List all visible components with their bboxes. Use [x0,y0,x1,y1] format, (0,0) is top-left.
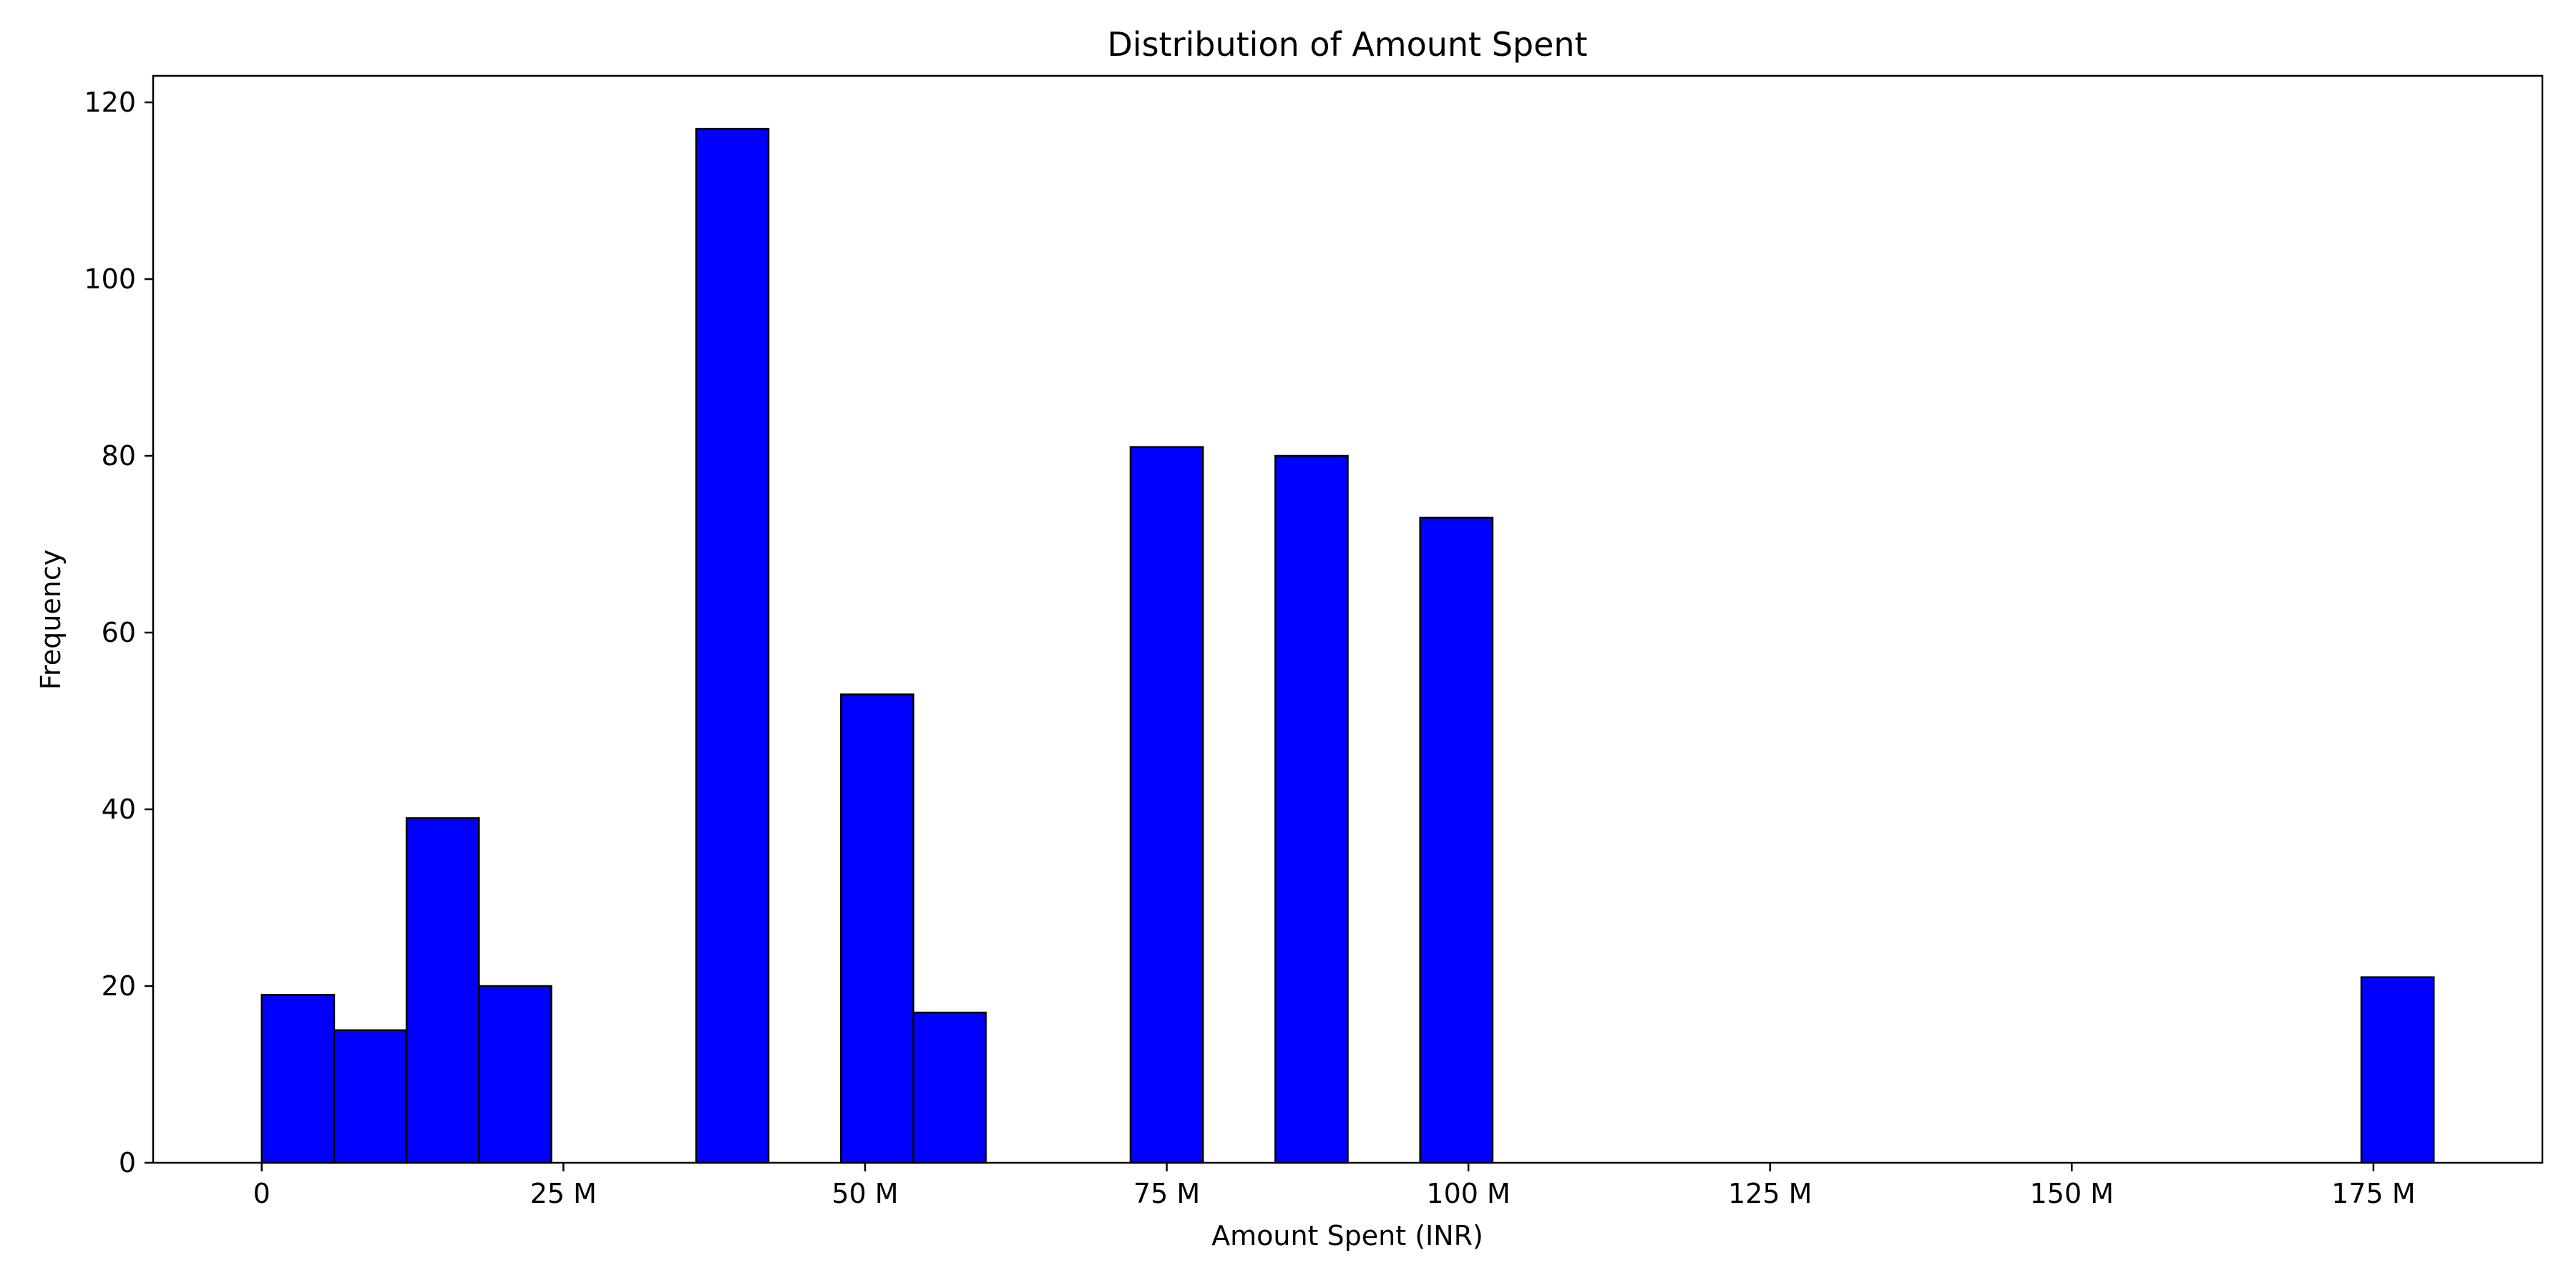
y-tick-label-6: 120 [84,87,136,118]
x-axis-label: Amount Spent (INR) [1211,1220,1483,1252]
histogram-bar-12 [1131,447,1203,1163]
bars-layer [262,129,2434,1163]
x-tick-label-4: 100 M [1426,1178,1510,1209]
histogram-bar-3 [479,986,551,1163]
x-tick-label-7: 175 M [2331,1178,2415,1209]
histogram-bar-1 [334,1030,406,1163]
y-tick-label-5: 100 [84,263,136,295]
y-tick-label-0: 0 [119,1147,136,1179]
histogram-bar-8 [841,694,913,1163]
histogram-bar-29 [2361,977,2434,1163]
y-tick-label-2: 40 [102,794,136,825]
histogram-bar-16 [1420,517,1493,1163]
x-tick-label-1: 25 M [530,1178,597,1209]
histogram-bar-2 [406,818,479,1163]
y-tick-label-4: 80 [102,440,136,472]
chart-title: Distribution of Amount Spent [1107,25,1587,64]
histogram-bar-0 [262,995,334,1163]
x-tick-label-0: 0 [253,1178,270,1209]
histogram-bar-6 [696,129,769,1163]
x-tick-label-2: 50 M [831,1178,898,1209]
histogram-bar-9 [913,1013,985,1163]
x-tick-label-3: 75 M [1133,1178,1200,1209]
x-tick-label-5: 125 M [1728,1178,1812,1209]
y-tick-label-3: 60 [102,617,136,648]
y-axis-label: Frequency [35,550,67,690]
histogram-bar-14 [1275,456,1347,1163]
x-tick-label-6: 150 M [2030,1178,2114,1209]
y-tick-label-1: 20 [102,970,136,1002]
